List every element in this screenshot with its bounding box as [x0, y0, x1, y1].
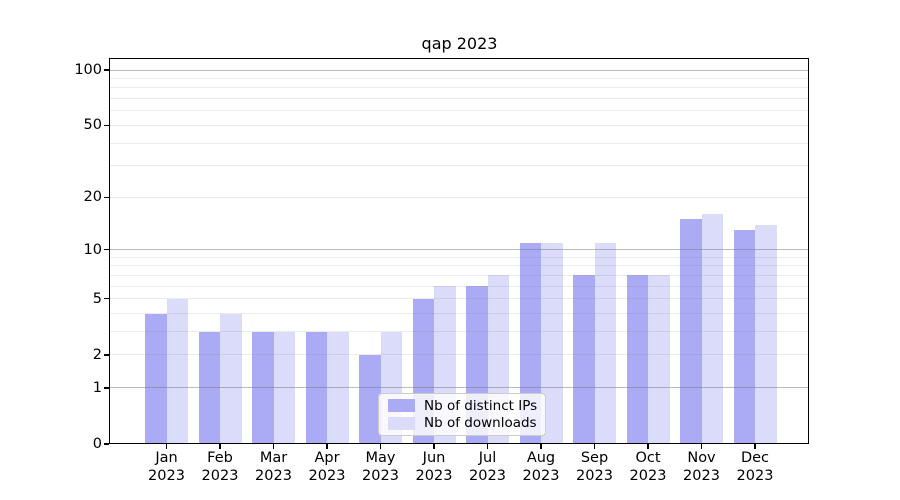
y-tick-label-50: 50: [83, 117, 102, 134]
y-tick-20: [104, 196, 109, 198]
x-tick-nov: [700, 444, 703, 449]
minor-gridline-4: [110, 313, 809, 315]
legend-item-downloads: Nb of downloads: [388, 415, 537, 432]
y-tick-50: [104, 124, 109, 127]
minor-gridline-8: [110, 265, 809, 267]
bar-distinct-ips-sep: [573, 275, 595, 444]
minor-gridline-50: [110, 124, 809, 126]
minor-gridline-9: [110, 256, 809, 258]
x-tick-label-sep: Sep 2023: [576, 450, 613, 484]
minor-gridline-6: [110, 285, 809, 287]
x-tick-jul: [486, 444, 489, 449]
y-tick-label-5: 5: [92, 290, 102, 307]
y-tick-100: [104, 69, 109, 71]
x-tick-feb: [219, 444, 221, 449]
minor-gridline-70: [110, 98, 809, 100]
x-tick-dec: [754, 444, 756, 449]
y-tick-10: [104, 249, 109, 251]
y-tick-1: [104, 387, 109, 389]
bar-downloads-aug: [541, 242, 563, 444]
minor-gridline-30: [110, 165, 809, 167]
minor-gridline-20: [110, 196, 809, 198]
y-tick-5: [104, 298, 109, 300]
legend-label-downloads: Nb of downloads: [424, 415, 537, 432]
x-tick-sep: [593, 444, 596, 449]
legend-swatch-downloads-icon: [388, 416, 415, 430]
x-tick-label-aug: Aug 2023: [522, 450, 560, 484]
minor-gridline-7: [110, 274, 809, 276]
legend-item-distinct-ips: Nb of distinct IPs: [388, 397, 538, 414]
y-tick-label-1: 1: [92, 379, 102, 396]
plot-area-border: [109, 58, 809, 444]
x-tick-aug: [540, 444, 542, 449]
major-gridline-1: [110, 387, 809, 389]
minor-gridline-80: [110, 87, 809, 89]
x-tick-oct: [647, 444, 649, 449]
y-tick-label-2: 2: [92, 346, 102, 363]
bar-distinct-ips-oct: [626, 275, 648, 444]
x-tick-label-oct: Oct 2023: [629, 450, 667, 484]
bar-downloads-feb: [220, 313, 242, 444]
chart-title: qap 2023: [421, 34, 498, 53]
x-tick-label-may: May 2023: [362, 450, 399, 484]
major-gridline-100: [110, 69, 809, 71]
legend: Nb of distinct IPs Nb of downloads: [378, 393, 546, 436]
bar-downloads-sep: [594, 242, 616, 444]
minor-gridline-2: [110, 354, 809, 356]
minor-gridline-90: [110, 77, 809, 79]
x-tick-jun: [433, 444, 435, 449]
y-tick-label-10: 10: [83, 241, 102, 258]
major-gridline-10: [110, 249, 809, 251]
legend-swatch-distinct-ips-icon: [388, 399, 415, 413]
x-tick-label-jan: Jan 2023: [148, 450, 185, 484]
legend-label-distinct-ips: Nb of distinct IPs: [424, 397, 538, 414]
bar-downloads-oct: [648, 275, 670, 444]
x-tick-label-apr: Apr 2023: [308, 450, 346, 484]
minor-gridline-3: [110, 331, 809, 333]
x-tick-label-jun: Jun 2023: [415, 450, 453, 484]
x-tick-label-jul: Jul 2023: [469, 450, 506, 484]
x-tick-apr: [326, 444, 328, 449]
x-tick-label-feb: Feb 2023: [201, 450, 239, 484]
y-tick-label-0: 0: [92, 436, 102, 452]
y-tick-2: [104, 354, 109, 356]
x-tick-label-mar: Mar 2023: [255, 450, 292, 484]
y-tick-label-20: 20: [83, 189, 102, 206]
x-tick-label-dec: Dec 2023: [736, 450, 774, 484]
y-tick-0: [104, 443, 109, 445]
bar-downloads-dec: [755, 224, 777, 444]
bar-downloads-nov: [701, 214, 723, 444]
bar-distinct-ips-jan: [145, 313, 167, 444]
x-tick-may: [379, 444, 382, 449]
bar-distinct-ips-dec: [733, 230, 755, 444]
x-tick-mar: [272, 444, 275, 449]
x-tick-label-nov: Nov 2023: [683, 450, 720, 484]
minor-gridline-40: [110, 142, 809, 144]
minor-gridline-5: [110, 298, 809, 300]
bar-downloads-jan: [166, 298, 188, 444]
y-tick-label-100: 100: [74, 62, 102, 78]
minor-gridline-60: [110, 110, 809, 112]
x-tick-jan: [165, 444, 168, 449]
bar-distinct-ips-may: [359, 354, 381, 444]
